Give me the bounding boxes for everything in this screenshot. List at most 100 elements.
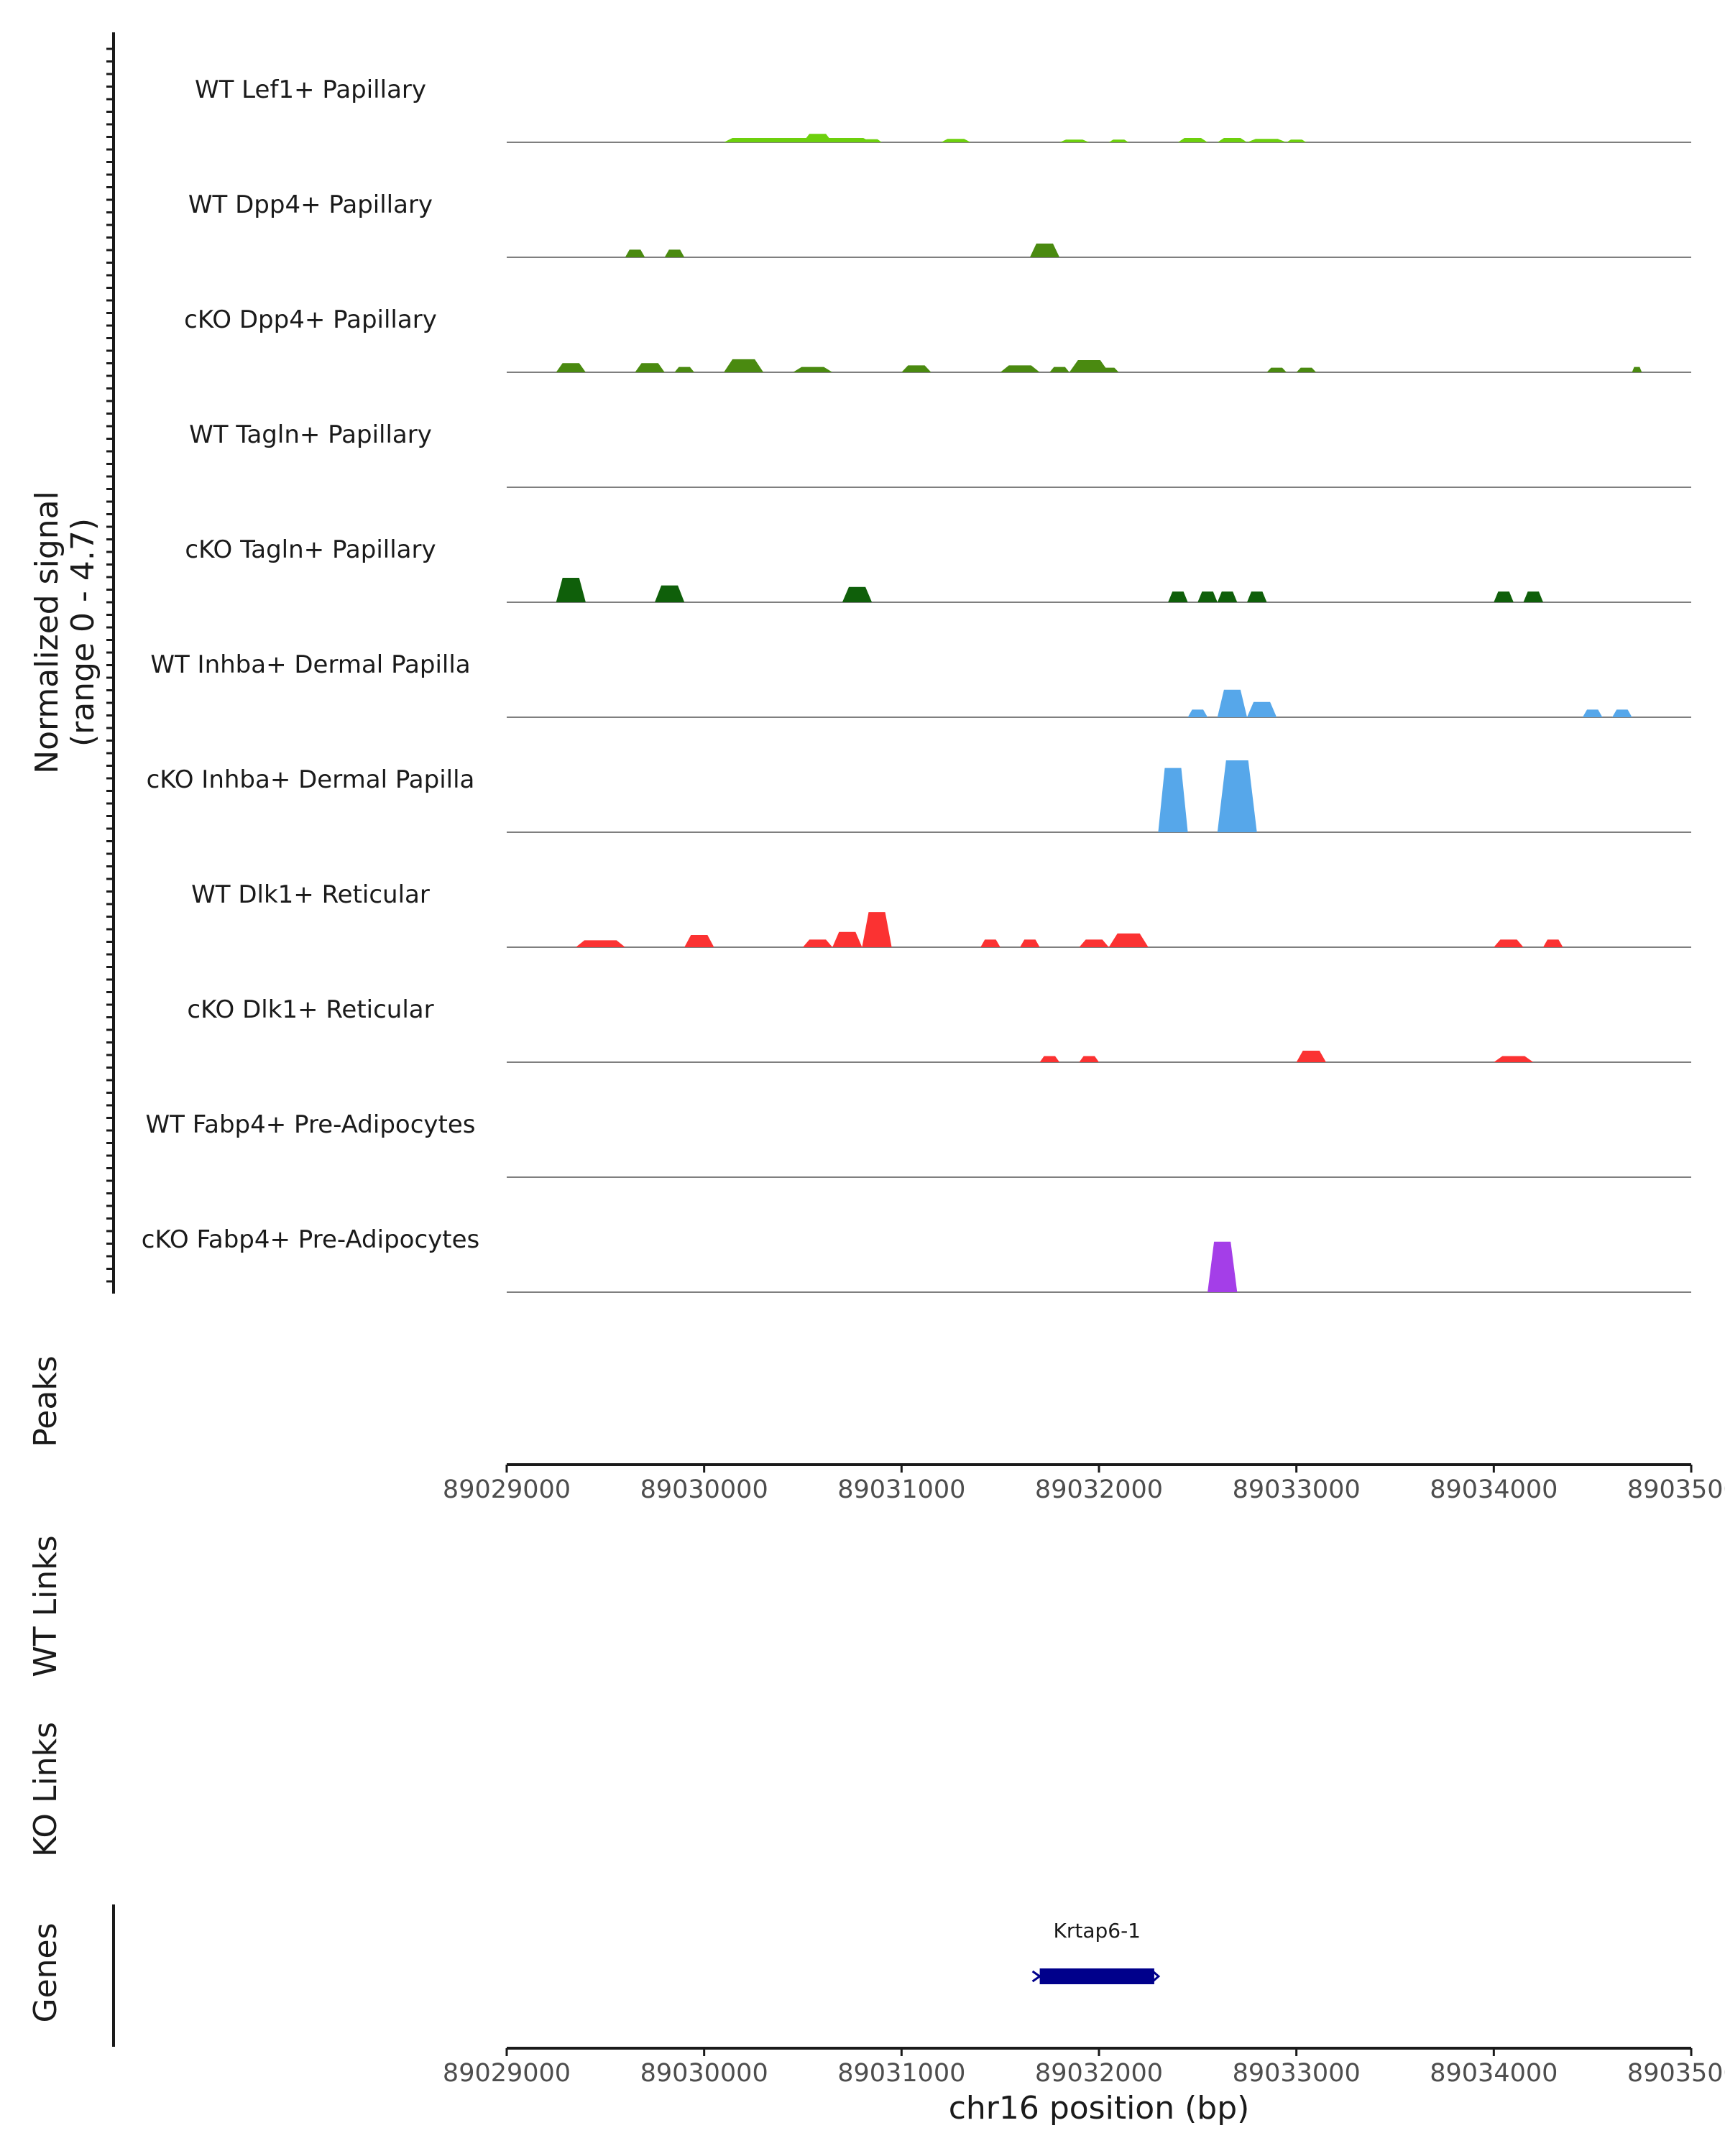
x-tick-label: 89032000: [1035, 1475, 1163, 1504]
x-tick-label: 89031000: [837, 2059, 965, 2088]
signal-peak: [556, 363, 586, 372]
gene-strand-arrow: [1031, 1970, 1042, 1983]
signal-peak: [625, 249, 645, 257]
signal-peak: [1217, 760, 1257, 832]
signal-peak: [1296, 1051, 1326, 1062]
gene-label: Krtap6-1: [1053, 1919, 1141, 1943]
track-4: cKO Tagln+ Papillary: [185, 535, 1691, 603]
bottom-x-ticks: 89029000 89030000 89031000 89032000 89033000…: [443, 2048, 1725, 2088]
signal-peak: [1079, 939, 1109, 947]
x-tick-label: 89030000: [640, 1475, 768, 1504]
signal-peak: [1543, 939, 1563, 947]
track-label: cKO Dlk1+ Reticular: [187, 995, 433, 1024]
ko-links-label: KO Links: [27, 1722, 64, 1857]
track-9: WT Fabp4+ Pre-Adipocytes: [146, 1110, 1691, 1178]
signal-peak: [664, 249, 685, 257]
track-label: cKO Inhba+ Dermal Papilla: [147, 765, 475, 794]
track-6: cKO Inhba+ Dermal Papilla: [147, 760, 1691, 833]
signal-peak: [1000, 365, 1040, 372]
signal-peak: [1247, 591, 1267, 602]
track-10: cKO Fabp4+ Pre-Adipocytes: [142, 1225, 1691, 1293]
coverage-y-axis-title-line2: (range 0 - 4.7): [65, 518, 101, 747]
signal-peak: [842, 586, 873, 602]
track-label: cKO Fabp4+ Pre-Adipocytes: [142, 1225, 480, 1254]
signal-peak: [1049, 367, 1070, 372]
signal-peak: [576, 940, 625, 947]
coverage-y-axis-title-line1: Normalized signal: [29, 491, 65, 774]
gene-Krtap6-1: Krtap6-1: [1031, 1919, 1161, 1984]
signal-peak: [1266, 367, 1287, 372]
x-tick-label: 89034000: [1430, 1475, 1558, 1504]
signal-peak: [635, 363, 665, 372]
x-tick-label: 89033000: [1233, 1475, 1361, 1504]
x-tick-label: 89029000: [443, 2059, 571, 2088]
x-tick-label: 89030000: [640, 2059, 768, 2088]
track-label: WT Lef1+ Papillary: [195, 75, 426, 104]
signal-peak: [1099, 367, 1119, 372]
coverage-tracks: WT Lef1+ Papillary WT Dpp4+ Papillary cKO …: [142, 75, 1691, 1293]
signal-peak: [1217, 138, 1247, 142]
signal-peak: [1247, 701, 1277, 717]
track-label: cKO Dpp4+ Papillary: [184, 305, 437, 334]
signal-peak: [1108, 139, 1129, 142]
signal-peak: [1158, 768, 1188, 832]
signal-peak: [1187, 709, 1208, 717]
x-tick-label: 89033000: [1233, 2059, 1361, 2088]
signal-peak: [1208, 1241, 1238, 1292]
signal-peak: [980, 939, 1000, 947]
signal-peak: [1296, 367, 1317, 372]
signal-peak: [793, 367, 833, 372]
signal-peak: [1059, 139, 1090, 142]
track-1: WT Dpp4+ Papillary: [188, 190, 1691, 258]
track-3: WT Tagln+ Papillary: [189, 420, 1691, 488]
top-x-ticks: 89029000 89030000 89031000 89032000 89033000…: [443, 1465, 1725, 1504]
signal-peak: [1632, 367, 1642, 372]
signal-peak: [556, 578, 586, 602]
track-0: WT Lef1+ Papillary: [195, 75, 1691, 143]
track-label: WT Fabp4+ Pre-Adipocytes: [146, 1110, 476, 1139]
signal-peak: [862, 139, 882, 142]
signal-peak: [1069, 360, 1109, 372]
signal-peak: [803, 134, 833, 142]
track-8: cKO Dlk1+ Reticular: [187, 995, 1691, 1063]
signal-peak: [1108, 933, 1149, 947]
signal-peak: [1494, 939, 1524, 947]
track-2: cKO Dpp4+ Papillary: [184, 305, 1691, 373]
x-tick-label: 89035000: [1627, 1475, 1725, 1504]
x-tick-label: 89035000: [1627, 2059, 1725, 2088]
signal-peak: [1494, 591, 1514, 602]
genes-label: Genes: [27, 1922, 64, 2022]
signal-peak: [1217, 591, 1238, 602]
signal-peak: [1217, 689, 1247, 717]
signal-peak: [1168, 591, 1188, 602]
signal-peak: [684, 935, 714, 947]
track-5: WT Inhba+ Dermal Papilla: [150, 650, 1691, 718]
signal-peak: [674, 367, 694, 372]
track-label: WT Inhba+ Dermal Papilla: [150, 650, 470, 679]
signal-peak: [1039, 1056, 1060, 1062]
genes-panel: Krtap6-1: [1031, 1919, 1161, 1984]
signal-peak: [1582, 709, 1603, 717]
x-axis-title: chr16 position (bp): [949, 2090, 1250, 2127]
signal-peak: [1020, 939, 1040, 947]
track-label: WT Dpp4+ Papillary: [188, 190, 433, 219]
signal-peak: [1286, 139, 1307, 142]
track-label: WT Tagln+ Papillary: [189, 420, 432, 449]
signal-peak: [724, 359, 764, 372]
signal-peak: [1029, 243, 1060, 257]
x-tick-label: 89031000: [837, 1475, 965, 1504]
peaks-label: Peaks: [27, 1355, 64, 1447]
coverage-y-ticks: [106, 47, 114, 1283]
track-label: WT Dlk1+ Reticular: [191, 880, 430, 909]
signal-peak: [832, 931, 862, 947]
signal-peak: [1079, 1056, 1099, 1062]
track-7: WT Dlk1+ Reticular: [191, 880, 1691, 948]
signal-peak: [1523, 591, 1543, 602]
signal-peak: [1612, 709, 1632, 717]
wt-links-label: WT Links: [27, 1535, 64, 1677]
signal-peak: [1247, 139, 1287, 142]
x-tick-label: 89029000: [443, 1475, 571, 1504]
track-label: cKO Tagln+ Papillary: [185, 535, 436, 564]
x-tick-label: 89034000: [1430, 2059, 1558, 2088]
